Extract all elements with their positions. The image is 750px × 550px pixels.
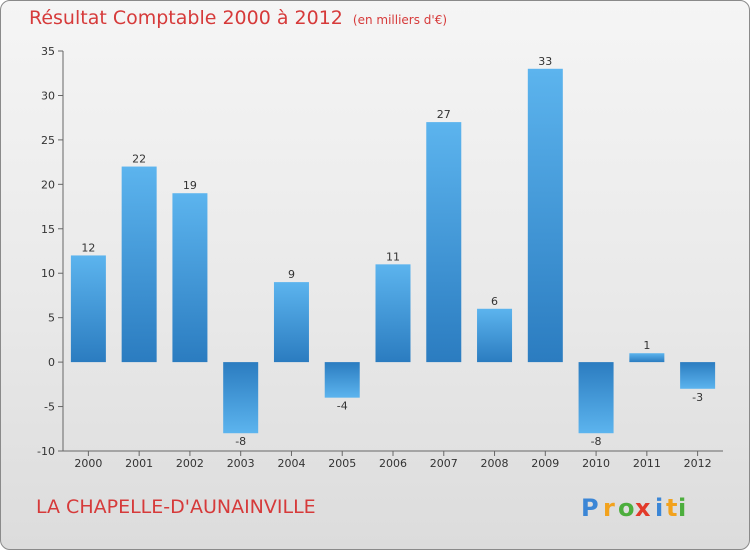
data-label-2002: 19 (183, 179, 197, 192)
logo-letter: x (635, 494, 651, 522)
y-tick-label: 15 (41, 223, 55, 236)
bar-2006 (375, 264, 411, 363)
data-label-2000: 12 (81, 241, 95, 254)
y-tick-label: 5 (48, 312, 55, 325)
bar-2000 (70, 255, 106, 363)
x-axis: 2000 2001 2002 2003 2004 2005 2006 2007 2008 2009… (63, 450, 723, 470)
bar-2007 (426, 122, 462, 363)
y-tick-label: -10 (37, 445, 55, 458)
data-label-2003: -8 (235, 435, 246, 448)
data-label-2012: -3 (692, 391, 703, 404)
y-tick-label: 25 (41, 134, 55, 147)
bar-2003 (223, 362, 259, 434)
chart-subtitle: (en milliers d'€) (352, 13, 448, 27)
data-label-2004: 9 (288, 268, 295, 281)
x-tick-label: 2002 (176, 457, 204, 470)
logo-letter: r (603, 494, 615, 522)
y-tick-label: 10 (41, 267, 55, 280)
y-tick-label: 20 (41, 178, 55, 191)
data-label-2006: 11 (386, 250, 400, 263)
y-tick-label: 30 (41, 89, 55, 102)
x-tick-label: 2001 (125, 457, 153, 470)
logo-letter: o (618, 494, 635, 522)
x-tick-label: 2011 (633, 457, 661, 470)
logo-letter: P (581, 494, 599, 522)
x-tick-label: 2004 (277, 457, 305, 470)
bar-2005 (324, 362, 360, 398)
x-tick-label: 2005 (328, 457, 356, 470)
x-tick-label: 2007 (430, 457, 458, 470)
data-label-2011: 1 (643, 339, 650, 352)
x-tick-label: 2008 (481, 457, 509, 470)
bar-2008 (477, 308, 513, 363)
data-label-2001: 22 (132, 153, 146, 166)
x-tick-label: 2009 (531, 457, 559, 470)
x-tick-label: 2000 (74, 457, 102, 470)
bar-2012 (680, 362, 716, 389)
data-label-2007: 27 (437, 108, 451, 121)
x-tick-label: 2006 (379, 457, 407, 470)
logo-letter: t (666, 494, 677, 522)
data-label-2009: 33 (538, 55, 552, 68)
bar-2010 (578, 362, 614, 434)
logo-letter: i (678, 494, 686, 522)
chart-title-text: Résultat Comptable 2000 à 2012 (29, 7, 343, 29)
bar-2011 (629, 353, 665, 363)
data-label-2008: 6 (491, 295, 498, 308)
y-tick-label: 35 (41, 45, 55, 58)
x-tick-label: 2010 (582, 457, 610, 470)
y-tick-label: -5 (44, 401, 55, 414)
x-tick-label: 2003 (227, 457, 255, 470)
bars: 12 22 19 -8 9 -4 11 27 6 33 -8 1 -3 (70, 55, 716, 448)
location-name: LA CHAPELLE-D'AUNAINVILLE (36, 496, 316, 518)
y-tick-label: 0 (48, 356, 55, 369)
data-label-2005: -4 (337, 400, 348, 413)
y-axis: -10 -5 0 5 10 15 20 25 30 35 (37, 45, 64, 458)
bar-2001 (121, 166, 157, 363)
logo-letter: i (655, 494, 663, 522)
bar-2002 (172, 193, 208, 363)
bar-2004 (273, 282, 309, 363)
chart-title: Résultat Comptable 2000 à 2012 (en millie… (29, 7, 447, 29)
bar-2009 (527, 68, 563, 363)
data-label-2010: -8 (591, 435, 602, 448)
x-tick-label: 2012 (684, 457, 712, 470)
